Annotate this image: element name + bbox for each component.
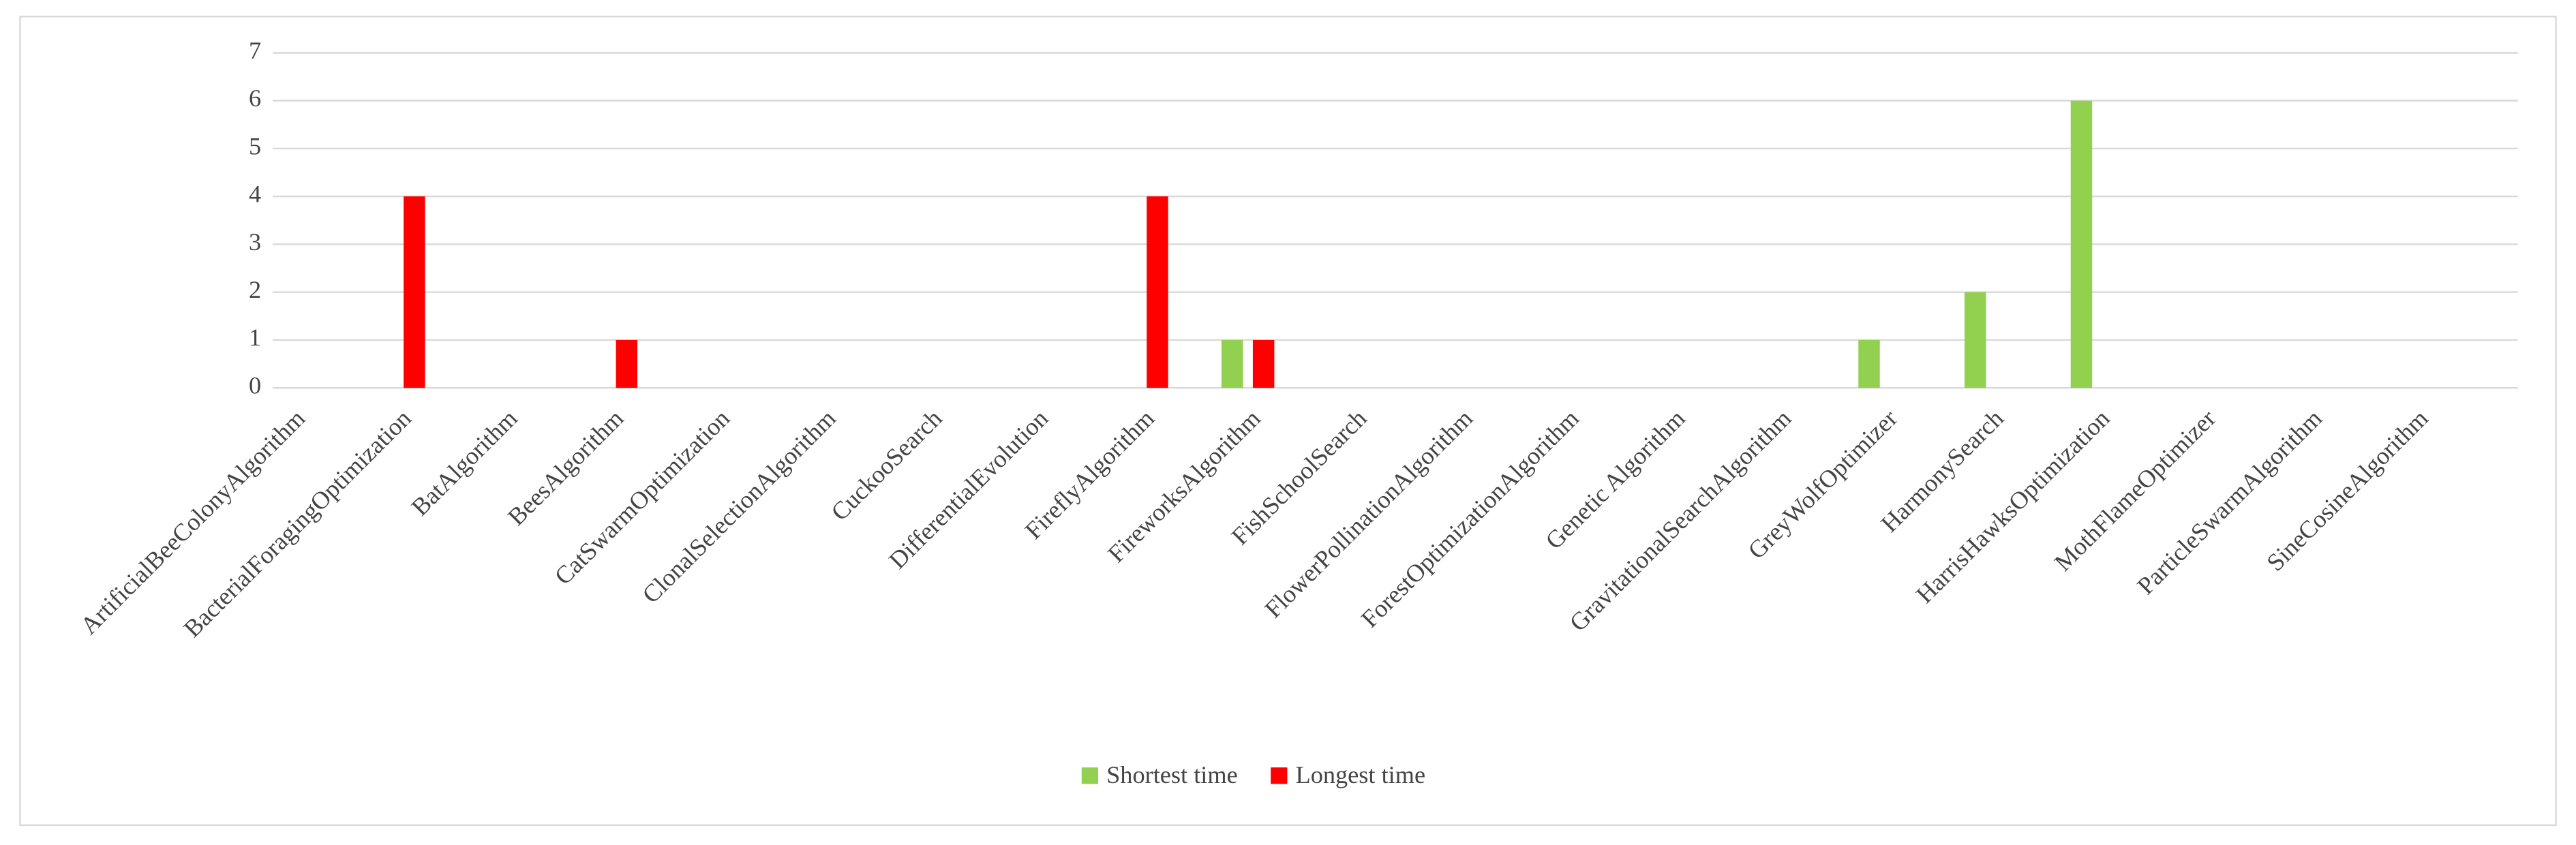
y-tick-label: 3 — [249, 228, 261, 256]
bar — [2070, 100, 2093, 388]
y-tick-label: 2 — [249, 276, 261, 303]
chart-border — [19, 16, 2557, 827]
y-tick-label: 7 — [249, 37, 261, 64]
y-tick-label: 4 — [249, 181, 261, 208]
bar — [1964, 292, 1986, 388]
legend-label: Shortest time — [1106, 761, 1238, 788]
legend-label: Longest time — [1296, 761, 1426, 788]
y-tick-label: 1 — [249, 324, 261, 351]
legend-swatch — [1081, 767, 1098, 784]
bar — [1252, 339, 1275, 388]
bar — [1147, 196, 1168, 388]
y-tick-label: 6 — [249, 84, 261, 112]
y-tick-label: 0 — [249, 371, 261, 399]
bar — [1858, 339, 1880, 388]
y-tick-label: 5 — [249, 132, 261, 159]
bar — [404, 196, 425, 388]
legend-swatch — [1271, 767, 1288, 784]
bar — [616, 339, 638, 388]
bar — [1221, 339, 1243, 388]
